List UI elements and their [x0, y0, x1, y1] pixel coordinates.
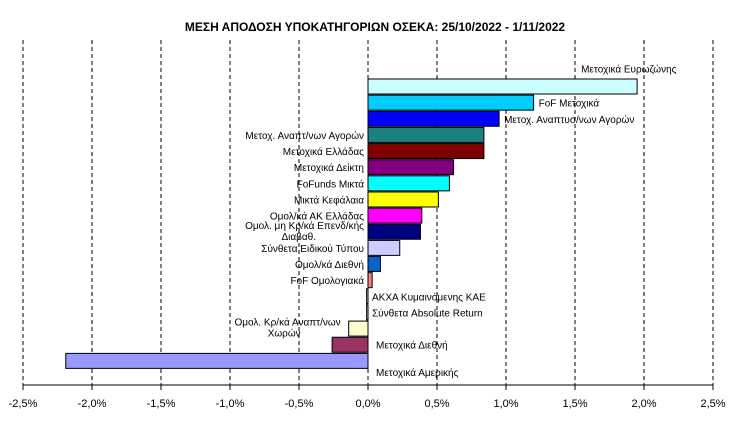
bar [367, 110, 500, 127]
category-label: Ομολ. Κρ/κά Αναπτ/νων Χωρών [234, 317, 340, 340]
bar [367, 78, 638, 95]
bar [367, 126, 485, 143]
chart-title: ΜΕΣΗ ΑΠΟΔΟΣΗ ΥΠΟΚΑΤΗΓΟΡΙΩΝ ΟΣΕΚΑ: 25/10/… [184, 20, 566, 34]
category-label: Μικτά Κεφάλαια [294, 194, 364, 206]
bar [65, 352, 369, 369]
category-label: Μετοχικά Ευρωζώνης [581, 64, 677, 76]
bar [367, 272, 373, 289]
bar [367, 239, 401, 256]
bar [367, 159, 455, 176]
category-label: Ομολ/κά ΑΚ Ελλάδας [270, 211, 364, 223]
x-tick-label: -0,5% [285, 398, 314, 410]
x-tick-label: -1,5% [147, 398, 176, 410]
category-label: Μετοχικά Ελλάδας [283, 146, 364, 158]
category-label: FoFunds Μικτά [297, 178, 365, 190]
category-label: Ομολ. μη Κρ/κά Επενδ/κής Διαβαθ. [245, 220, 364, 243]
bar [367, 143, 485, 160]
bar [348, 320, 369, 337]
bars [65, 78, 638, 369]
bar [367, 207, 423, 224]
category-label: Σύνθετα Ειδικού Τύπου [261, 243, 364, 255]
x-tick-label: 0,5% [424, 398, 449, 410]
bar [367, 175, 450, 192]
category-label: Μετοχ. Αναπτυσ/νων Αγορών [504, 114, 634, 126]
category-label: ΑΚΧΑ Κυμαινόμενης ΚΑΕ [372, 291, 486, 303]
x-tick-label: -2,5% [9, 398, 38, 410]
category-label: Ομολ/κά Διεθνή [295, 259, 364, 271]
x-tick-label: 2,0% [631, 398, 656, 410]
x-tick-label: 2,5% [700, 398, 725, 410]
x-tick-label: 1,5% [562, 398, 587, 410]
bar [366, 288, 369, 305]
category-label: Μετοχικά Διεθνή [376, 340, 448, 352]
category-label: Μετοχ. Αναπτ/νων Αγορών [245, 130, 364, 142]
bar [367, 191, 439, 208]
category-label: Σύνθετα Absolute Return [372, 307, 483, 319]
bar [331, 336, 369, 353]
category-label: FoF Μετοχικά [539, 98, 600, 110]
x-tick-label: -2,0% [78, 398, 107, 410]
x-axis: -2,5% -2,0% -1,5% -1,0% -0,5% 0,0% 0,5% 1,0% 1,5… [9, 384, 726, 410]
x-tick-label: 1,0% [493, 398, 518, 410]
category-labels: Μετοχικά Ευρωζώνης FoF Μετοχικά Μετοχ. Ανα… [234, 64, 676, 379]
x-tick-label: 0,0% [355, 398, 380, 410]
category-label: Μετοχικά Δείκτη [294, 162, 364, 174]
category-label: FoF Ομολογιακά [290, 275, 364, 287]
x-tick-label: -1,0% [216, 398, 245, 410]
bar [367, 94, 535, 111]
category-label: Μετοχικά Αμερικής [376, 367, 459, 379]
bar [367, 223, 421, 240]
bar [367, 256, 381, 273]
bar [366, 304, 369, 321]
